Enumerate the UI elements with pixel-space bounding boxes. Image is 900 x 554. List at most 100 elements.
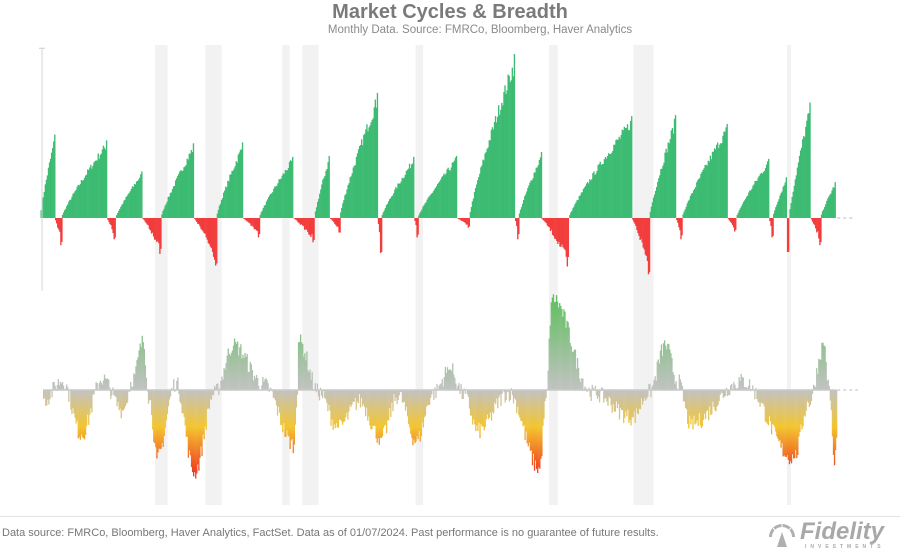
breadth-bar <box>199 390 201 458</box>
bull-bar <box>658 178 660 218</box>
breadth-bar <box>250 364 252 390</box>
bull-bar <box>87 169 89 218</box>
breadth-bar <box>211 390 214 395</box>
breadth-bar <box>806 390 808 402</box>
bull-bar <box>719 144 721 218</box>
bull-bar <box>698 178 700 218</box>
breadth-bar <box>628 390 630 424</box>
bull-bar <box>501 102 503 218</box>
breadth-bar <box>481 390 483 427</box>
bull-bar <box>613 144 615 218</box>
breadth-bar <box>299 334 302 390</box>
breadth-bar <box>242 354 244 390</box>
bull-bar <box>716 144 718 218</box>
breadth-bar <box>365 390 367 417</box>
breadth-bar <box>423 390 426 418</box>
breadth-bar <box>484 390 486 428</box>
breadth-bar <box>623 390 625 423</box>
bull-bar <box>519 209 522 218</box>
breadth-bar <box>530 390 533 451</box>
breadth-bar <box>431 390 433 395</box>
bear-bar <box>545 218 548 224</box>
breadth-bar <box>341 390 344 425</box>
breadth-bar <box>730 385 732 390</box>
bull-bar <box>409 168 412 218</box>
bull-bar <box>494 116 497 218</box>
breadth-bar <box>447 370 450 390</box>
breadth-bar <box>417 390 419 440</box>
bull-bar <box>583 187 586 218</box>
breadth-bar <box>589 390 591 397</box>
breadth-bar <box>567 322 569 390</box>
bull-bar <box>368 127 370 218</box>
breadth-bar <box>324 390 326 398</box>
breadth-bar <box>159 390 161 450</box>
breadth-bar <box>399 390 401 393</box>
recession-bands <box>155 45 791 505</box>
breadth-bar <box>536 390 538 469</box>
breadth-bar <box>714 390 716 411</box>
breadth-bar <box>147 390 150 404</box>
breadth-bar <box>784 390 786 457</box>
breadth-bar <box>291 390 293 439</box>
breadth-bar <box>308 372 310 390</box>
breadth-bar <box>443 377 445 390</box>
breadth-bar <box>592 387 594 390</box>
breadth-bar <box>221 376 223 390</box>
bull-bar <box>820 214 823 218</box>
bull-bar <box>321 184 323 218</box>
bull-bar <box>599 161 601 218</box>
bull-bar <box>512 76 515 218</box>
bull-bar <box>67 204 69 218</box>
breadth-bar <box>609 390 611 399</box>
bear-bar <box>646 218 649 261</box>
bear-bar <box>145 218 147 224</box>
breadth-bar <box>161 390 163 443</box>
bull-bar <box>700 173 702 218</box>
bull-bar <box>797 162 800 218</box>
breadth-bar <box>379 390 382 438</box>
bull-bar <box>472 198 475 218</box>
bear-bar <box>255 218 258 231</box>
breadth-bar <box>394 390 396 402</box>
breadth-bar <box>76 390 78 421</box>
breadth-bar <box>49 390 51 400</box>
bull-bar <box>618 136 620 218</box>
breadth-bar <box>492 390 495 414</box>
bear-bar <box>787 218 790 252</box>
breadth-bar <box>729 390 731 396</box>
breadth-bar <box>249 361 251 390</box>
bull-bar <box>164 205 166 218</box>
bear-bar <box>468 218 471 227</box>
breadth-bar <box>816 368 818 390</box>
bull-bar <box>315 207 318 218</box>
bear-bar <box>142 218 144 219</box>
breadth-bar <box>370 390 372 430</box>
breadth-bar <box>170 387 173 390</box>
bull-bar <box>401 177 403 218</box>
breadth-bar <box>741 377 743 390</box>
breadth-bar <box>542 390 544 426</box>
bear-bar <box>633 218 635 222</box>
breadth-bar <box>350 390 352 408</box>
breadth-bar <box>787 390 790 460</box>
bull-bar <box>397 183 399 218</box>
bull-bar <box>361 139 363 218</box>
bear-bar <box>336 218 338 227</box>
bear-bar <box>634 218 636 224</box>
bear-bar <box>734 218 736 232</box>
breadth-bar <box>213 385 216 390</box>
bull-bar <box>500 109 502 218</box>
breadth-bar <box>652 384 654 390</box>
bull-bar <box>469 211 472 218</box>
breadth-bar <box>777 390 779 439</box>
breadth-bar <box>247 371 249 390</box>
breadth-bar <box>58 385 61 390</box>
breadth-bar <box>340 390 343 422</box>
bull-bar <box>425 202 427 218</box>
breadth-bar <box>449 369 452 390</box>
bull-bar <box>663 162 665 218</box>
bear-bar <box>150 218 153 234</box>
bull-bar <box>628 130 631 218</box>
bear-bar <box>812 218 815 224</box>
